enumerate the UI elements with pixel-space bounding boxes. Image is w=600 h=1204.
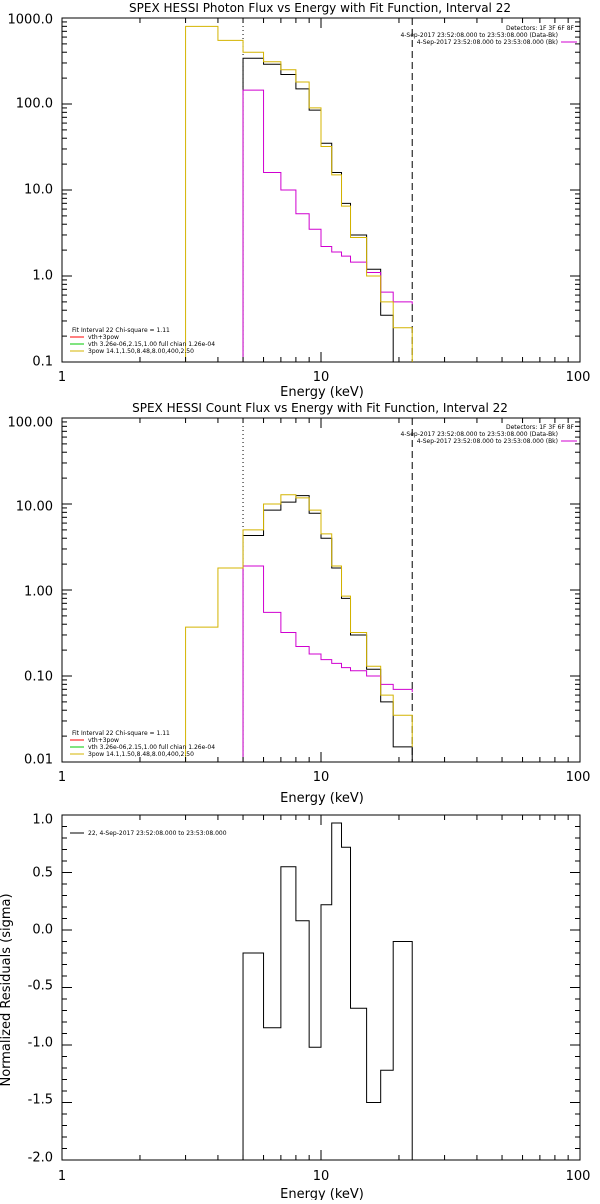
series-line-vth-3pow bbox=[185, 25, 413, 362]
series-line-22 bbox=[242, 822, 413, 1160]
panel2-xtick-label: 100 bbox=[566, 770, 591, 785]
panel3-ytick-label: 0.5 bbox=[32, 866, 53, 881]
panel3-ylabel: Normalized Residuals (sigma) bbox=[0, 893, 14, 1086]
panel3-ytick-label: -0.5 bbox=[28, 979, 53, 994]
panel1-ytick-label: 100.0 bbox=[16, 97, 53, 112]
panel2-ytick-label: 100.00 bbox=[8, 416, 54, 431]
panel2-header: Detectors: 1F 3F 6F 8F 4-Sep-2017 23:52:… bbox=[400, 424, 577, 445]
panel2-yticklabels: 0.01 0.10 1.00 10.00 100.00 bbox=[8, 416, 54, 768]
panel3-yticklabels: -2.0 -1.5 -1.0 -0.5 0.0 0.5 1.0 bbox=[28, 813, 53, 1166]
panel3-xtick-label: 100 bbox=[566, 1169, 591, 1184]
panel3-xtick-label: 1 bbox=[58, 1169, 66, 1184]
panel1-frame bbox=[61, 17, 581, 363]
panel2-title: SPEX HESSI Count Flux vs Energy with Fit… bbox=[132, 401, 508, 415]
series-line-data-bk bbox=[242, 495, 413, 762]
panel1-legend-pow: 3pow 14.1,1.50,8.48,8.00,400,2.50 bbox=[88, 348, 194, 355]
panel3-xticklabels: 1 10 100 bbox=[58, 1169, 591, 1184]
panel1-legend-model: vth+3pow bbox=[88, 334, 119, 341]
panel3-marks bbox=[61, 814, 581, 1161]
series-line-data-bk bbox=[242, 57, 413, 363]
panel3-xtick-label: 10 bbox=[313, 1169, 330, 1184]
panel3-legend: 22, 4-Sep-2017 23:52:08.000 to 23:53:08.… bbox=[70, 830, 227, 837]
panel1-ytick-label: 1.0 bbox=[32, 269, 53, 284]
panel2-header-line: Detectors: 1F 3F 6F 8F bbox=[506, 424, 575, 431]
panel1-xlabel: Energy (keV) bbox=[280, 385, 364, 400]
panel2-xtick-label: 1 bbox=[58, 770, 66, 785]
panel3-ytick-label: -1.0 bbox=[28, 1036, 53, 1051]
panel2-marks bbox=[61, 417, 581, 763]
panel3-ytick-label: -1.5 bbox=[28, 1093, 53, 1108]
panel1-header: Detectors: 1F 3F 6F 8F 4-Sep-2017 23:52:… bbox=[400, 25, 577, 46]
panel3-legend-label: 22, 4-Sep-2017 23:52:08.000 to 23:53:08.… bbox=[88, 830, 227, 837]
panel1-xticklabels: 1 10 100 bbox=[58, 370, 591, 385]
residuals-panel: -2.0 -1.5 -1.0 -0.5 0.0 0.5 1.0 1 10 100… bbox=[0, 813, 591, 1203]
panel2-header-line: 4-Sep-2017 23:52:08.000 to 23:53:08.000 … bbox=[417, 438, 558, 445]
panel2-ytick-label: 10.00 bbox=[16, 500, 53, 515]
panel1-xtick-label: 100 bbox=[566, 370, 591, 385]
panel2-xlabel: Energy (keV) bbox=[280, 791, 364, 806]
panel1-xtick-label: 10 bbox=[313, 370, 330, 385]
panel1-legend-fit: Fit Interval 22 Chi-square = 1.11 bbox=[72, 327, 170, 334]
panel2-xticklabels: 1 10 100 bbox=[58, 770, 591, 785]
panel1-xtick-label: 1 bbox=[58, 370, 66, 385]
panel1-yticklabels: 0.1 1.0 10.0 100.0 1000.0 bbox=[8, 13, 54, 370]
panel1-header-line: Detectors: 1F 3F 6F 8F bbox=[506, 25, 575, 32]
panel3-ytick-label: 0.0 bbox=[32, 923, 53, 938]
panel1-ytick-label: 1000.0 bbox=[8, 13, 54, 28]
panel2-legend-model: vth+3pow bbox=[88, 737, 119, 744]
series-line-bk bbox=[242, 89, 413, 362]
panel2-ytick-label: 1.00 bbox=[24, 585, 53, 600]
panel1-legend: Fit Interval 22 Chi-square = 1.11 vth+3p… bbox=[70, 327, 215, 355]
panel2-ytick-label: 0.01 bbox=[24, 753, 53, 768]
panel2-xtick-label: 10 bbox=[313, 770, 330, 785]
panel2-legend-fit: Fit Interval 22 Chi-square = 1.11 bbox=[72, 730, 170, 737]
series-line-vth-3pow bbox=[185, 494, 413, 762]
panel2-legend-vth: vth 3.26e-06,2.15,1.00 full chian 1.26e-… bbox=[88, 744, 215, 751]
panel3-xlabel: Energy (keV) bbox=[280, 1187, 364, 1200]
photon-flux-panel: SPEX HESSI Photon Flux vs Energy with Fi… bbox=[8, 1, 591, 400]
panel2-legend: Fit Interval 22 Chi-square = 1.11 vth+3p… bbox=[70, 730, 215, 758]
panel1-ytick-label: 0.1 bbox=[32, 355, 53, 370]
panel2-ytick-label: 0.10 bbox=[24, 670, 53, 685]
count-flux-panel: SPEX HESSI Count Flux vs Energy with Fit… bbox=[8, 401, 591, 806]
panel2-legend-pow: 3pow 14.1,1.50,8.48,8.00,400,2.50 bbox=[88, 751, 194, 758]
panel1-ytick-label: 10.0 bbox=[24, 183, 53, 198]
panel1-marks bbox=[61, 17, 581, 363]
panel2-frame bbox=[61, 417, 581, 763]
panel1-title: SPEX HESSI Photon Flux vs Energy with Fi… bbox=[129, 1, 511, 15]
panel1-header-line: 4-Sep-2017 23:52:08.000 to 23:53:08.000 … bbox=[400, 32, 558, 39]
panel2-header-line: 4-Sep-2017 23:52:08.000 to 23:53:08.000 … bbox=[400, 431, 558, 438]
series-line-bk bbox=[242, 565, 413, 762]
panel1-legend-vth: vth 3.26e-06,2.15,1.00 full chian 1.26e-… bbox=[88, 341, 215, 348]
panel3-ytick-label: -2.0 bbox=[28, 1151, 53, 1166]
panel1-header-line: 4-Sep-2017 23:52:08.000 to 23:53:08.000 … bbox=[417, 39, 558, 46]
panel3-ytick-label: 1.0 bbox=[32, 813, 53, 828]
